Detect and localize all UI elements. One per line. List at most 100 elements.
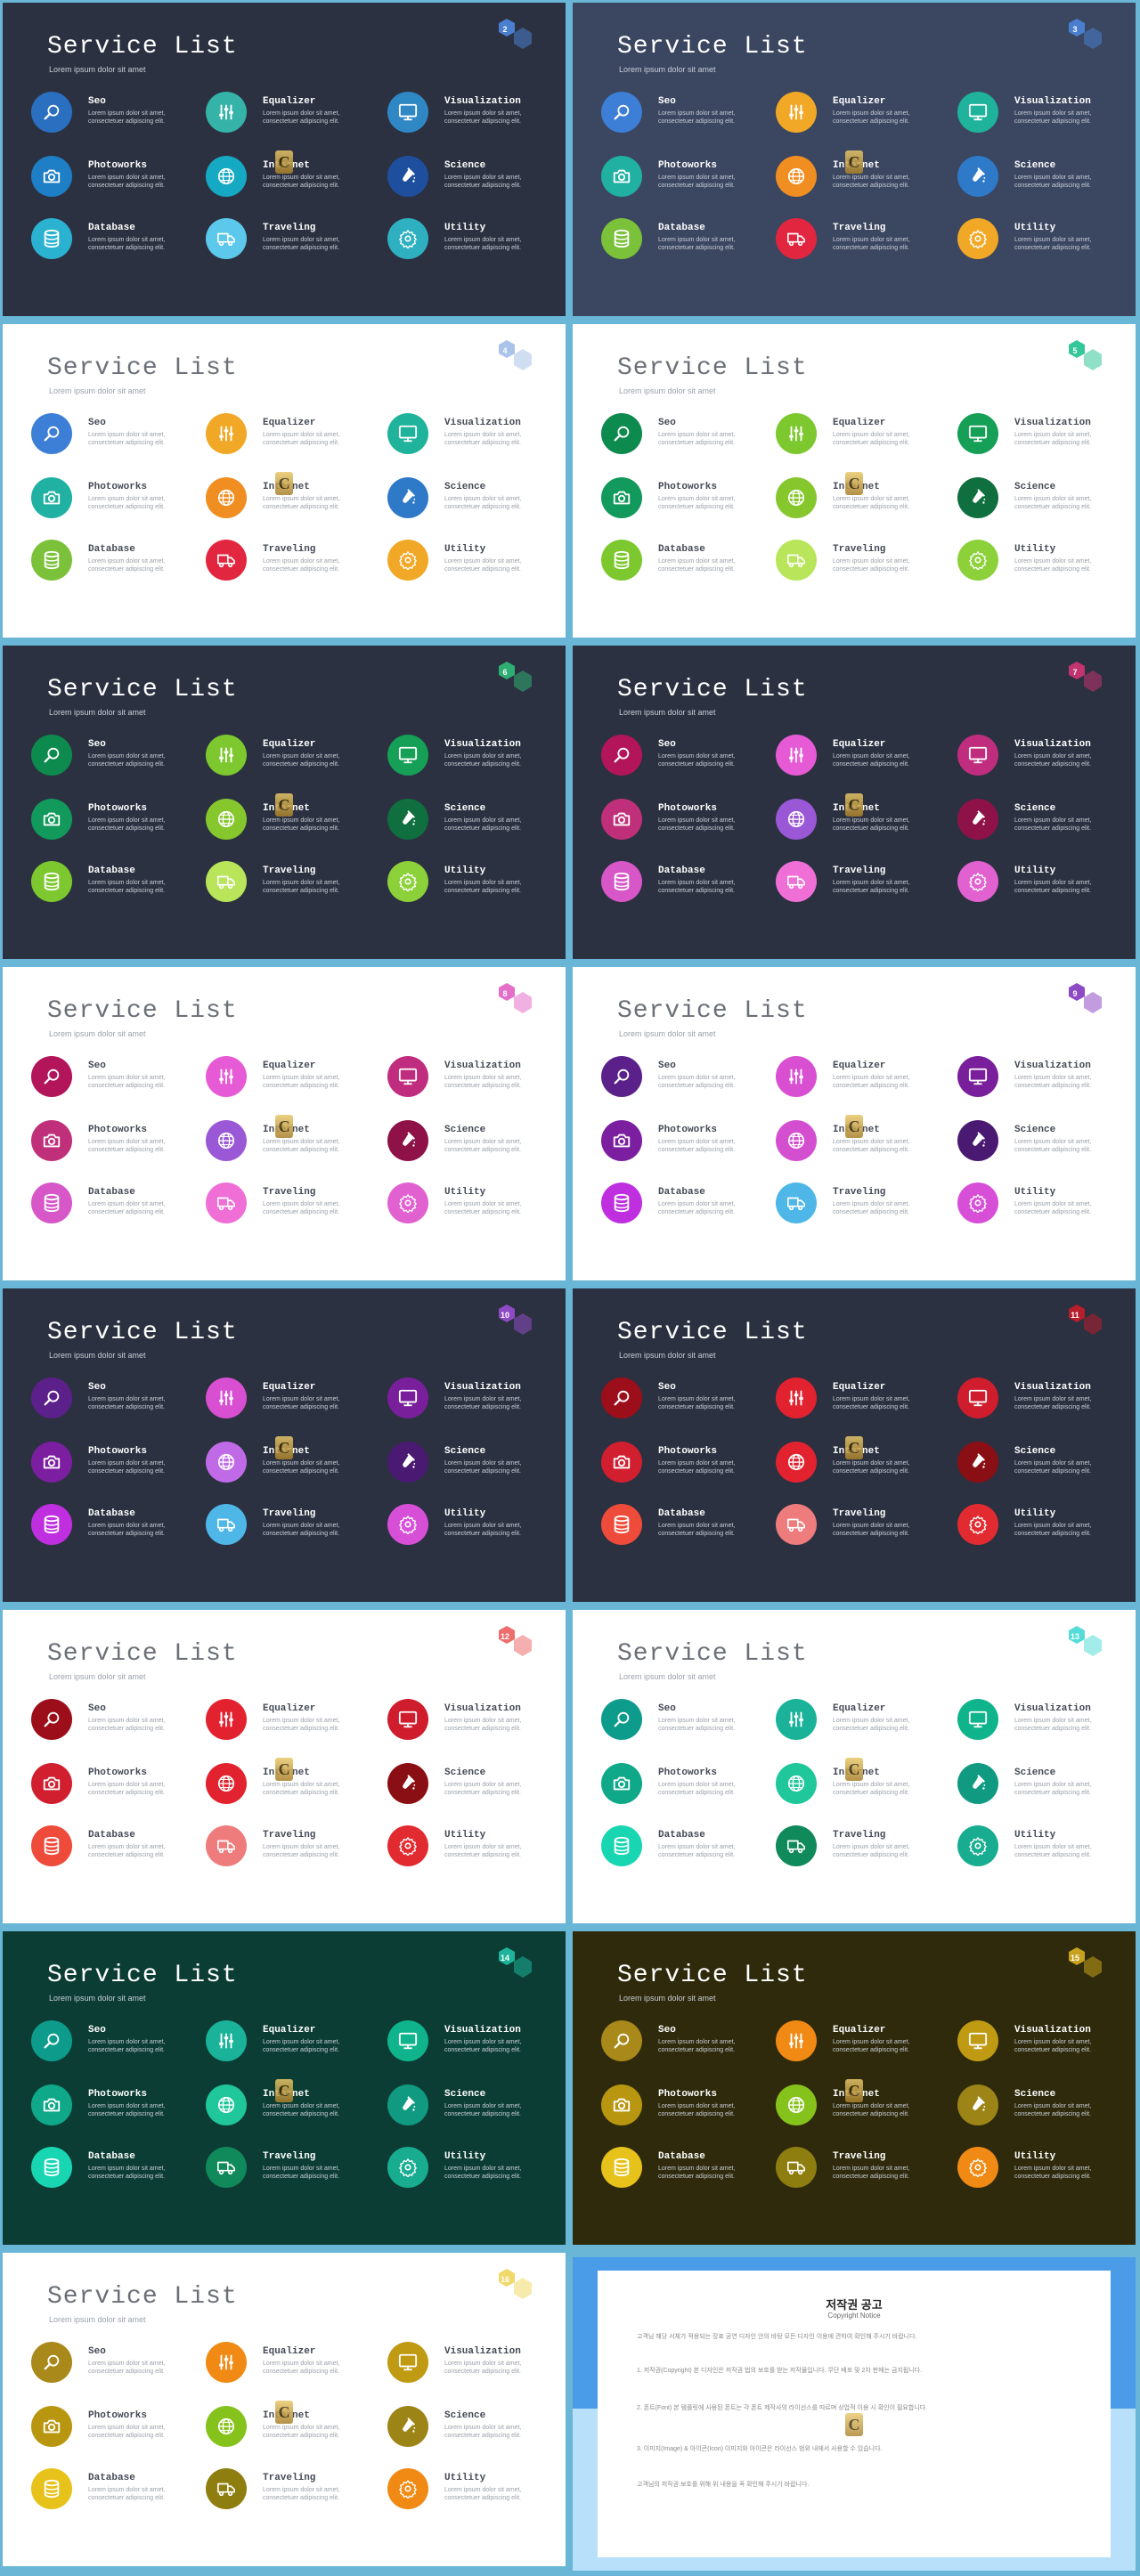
truck-icon (216, 550, 236, 570)
service-item-science: Science Lorem ipsum dolor sit amet, conse… (387, 2406, 566, 2452)
equalizer-icon (216, 2031, 236, 2051)
service-name: Equalizer (833, 1703, 886, 1714)
search-icon (612, 1388, 631, 1408)
slide-title: Service List (47, 997, 238, 1025)
camera-circle (601, 1442, 642, 1483)
monitor-icon (398, 424, 418, 443)
service-list-slide: Service List Lorem ipsum dolor sit amet 2 S… (3, 3, 566, 316)
service-name: Photoworks (658, 482, 718, 492)
service-description: Lorem ipsum dolor sit amet, consectetuer… (263, 1139, 340, 1153)
search-circle (601, 2020, 642, 2061)
service-description: Lorem ipsum dolor sit amet, consectetuer… (444, 880, 522, 894)
search-icon (612, 424, 631, 443)
service-item-photoworks: Photoworks Lorem ipsum dolor sit amet, co… (601, 477, 779, 524)
truck-icon (786, 872, 806, 891)
equalizer-icon (216, 102, 236, 122)
service-item-visualization: Visualization Lorem ipsum dolor sit amet,… (387, 2342, 566, 2388)
gear-circle (957, 1504, 998, 1545)
truck-circle (776, 1182, 817, 1223)
equalizer-icon (216, 2353, 236, 2372)
gear-circle (957, 1182, 998, 1223)
service-item-database: Database Lorem ipsum dolor sit amet, cons… (601, 540, 779, 586)
flask-circle (957, 1120, 998, 1161)
camera-circle (31, 1120, 72, 1161)
service-item-visualization: Visualization Lorem ipsum dolor sit amet,… (957, 1056, 1136, 1102)
service-item-science: Science Lorem ipsum dolor sit amet, conse… (957, 156, 1136, 202)
database-circle (31, 1182, 72, 1223)
truck-circle (206, 540, 247, 581)
service-description: Lorem ipsum dolor sit amet, consectetuer… (658, 1523, 736, 1537)
service-name: Seo (88, 1703, 106, 1714)
service-description: Lorem ipsum dolor sit amet, consectetuer… (88, 1396, 166, 1410)
slide-subtitle: Lorem ipsum dolor sit amet (49, 1351, 146, 1360)
service-description: Lorem ipsum dolor sit amet, consectetuer… (88, 2103, 166, 2117)
flask-icon (398, 2417, 418, 2436)
monitor-icon (968, 424, 988, 443)
service-item-seo: Seo Lorem ipsum dolor sit amet, consectet… (601, 2020, 779, 2067)
equalizer-circle (206, 413, 247, 454)
flask-icon (398, 2095, 418, 2115)
service-item-traveling: Traveling Lorem ipsum dolor sit amet, con… (776, 2147, 954, 2193)
camera-circle (31, 477, 72, 518)
monitor-circle (387, 92, 428, 133)
monitor-icon (398, 2353, 418, 2372)
service-description: Lorem ipsum dolor sit amet, consectetuer… (833, 1396, 910, 1410)
database-circle (31, 2147, 72, 2188)
database-circle (31, 218, 72, 259)
truck-circle (776, 861, 817, 902)
service-description: Lorem ipsum dolor sit amet, consectetuer… (658, 753, 736, 768)
database-icon (42, 1515, 61, 1534)
service-item-seo: Seo Lorem ipsum dolor sit amet, consectet… (31, 92, 209, 138)
page-number-badge: 3 (1066, 15, 1109, 58)
logo-mark: C (275, 793, 293, 817)
service-item-utility: Utility Lorem ipsum dolor sit amet, conse… (957, 1825, 1136, 1872)
service-item-seo: Seo Lorem ipsum dolor sit amet, consectet… (31, 1056, 209, 1102)
service-description: Lorem ipsum dolor sit amet, consectetuer… (263, 817, 340, 832)
search-icon (612, 745, 631, 765)
service-name: Equalizer (263, 1703, 316, 1714)
flask-circle (387, 2406, 428, 2447)
service-description: Lorem ipsum dolor sit amet, consectetuer… (88, 817, 166, 832)
globe-icon (216, 1452, 236, 1472)
slide-title: Service List (617, 676, 808, 703)
page-number-badge: 4 (496, 337, 539, 379)
slide-title: Service List (47, 1962, 238, 1989)
service-name: Visualization (444, 1382, 521, 1393)
equalizer-circle (206, 735, 247, 776)
service-name: Seo (88, 418, 106, 428)
service-item-traveling: Traveling Lorem ipsum dolor sit amet, con… (206, 1182, 384, 1229)
service-name: Visualization (444, 739, 521, 750)
service-name: Seo (88, 2346, 106, 2357)
globe-icon (216, 2095, 236, 2115)
logo-mark: C (275, 472, 293, 495)
service-item-equalizer: Equalizer Lorem ipsum dolor sit amet, con… (776, 1377, 954, 1424)
service-item-science: Science Lorem ipsum dolor sit amet, conse… (957, 2084, 1136, 2131)
camera-circle (31, 2084, 72, 2125)
service-list-slide: Service List Lorem ipsum dolor sit amet 13… (573, 1610, 1136, 1923)
monitor-icon (398, 1388, 418, 1408)
service-item-equalizer: Equalizer Lorem ipsum dolor sit amet, con… (776, 1699, 954, 1745)
page-number-badge: 9 (1066, 979, 1109, 1022)
truck-circle (776, 218, 817, 259)
monitor-icon (398, 745, 418, 765)
service-item-seo: Seo Lorem ipsum dolor sit amet, consectet… (601, 1377, 779, 1424)
flask-icon (968, 488, 988, 508)
service-name: Utility (444, 1508, 486, 1519)
service-description: Lorem ipsum dolor sit amet, consectetuer… (1014, 753, 1092, 768)
service-name: Database (658, 2151, 705, 2162)
service-name: Utility (444, 223, 486, 233)
service-description: Lorem ipsum dolor sit amet, consectetuer… (88, 1460, 166, 1475)
truck-circle (776, 1504, 817, 1545)
slide-subtitle: Lorem ipsum dolor sit amet (619, 65, 716, 74)
page-number: 11 (1071, 1311, 1079, 1320)
page-number: 3 (1072, 25, 1078, 34)
service-description: Lorem ipsum dolor sit amet, consectetuer… (444, 1396, 522, 1410)
gear-icon (398, 2158, 418, 2177)
truck-icon (216, 1515, 236, 1534)
gear-circle (387, 2147, 428, 2188)
globe-circle (206, 799, 247, 840)
database-circle (601, 861, 642, 902)
equalizer-circle (206, 1056, 247, 1097)
flask-circle (957, 799, 998, 840)
globe-icon (216, 809, 236, 829)
